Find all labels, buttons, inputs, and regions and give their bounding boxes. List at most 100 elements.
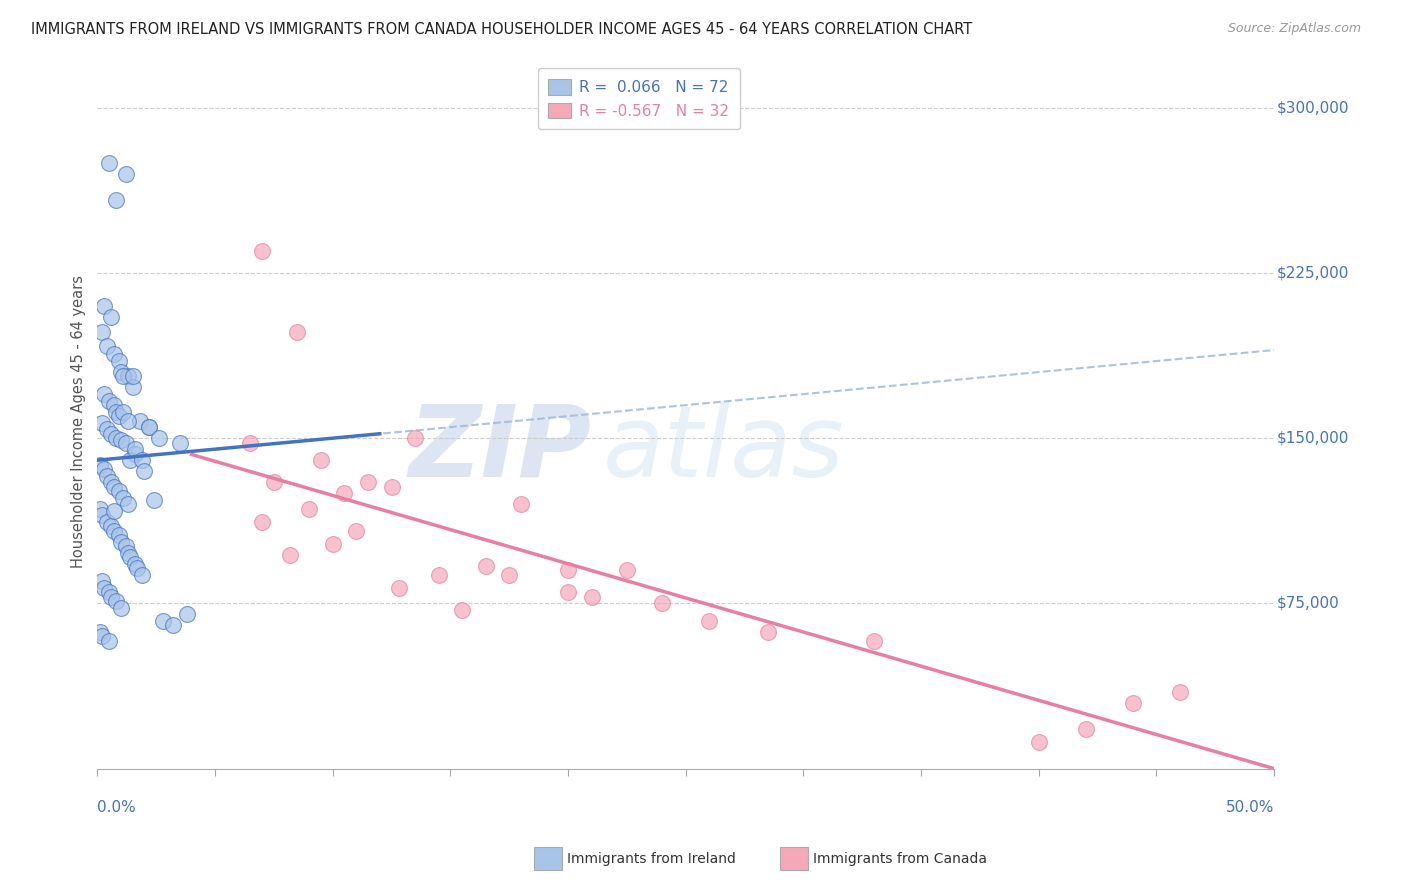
- Point: [131, 567, 153, 582]
- Point: [91, 416, 114, 430]
- Point: [510, 497, 533, 511]
- Point: [142, 492, 165, 507]
- Point: [250, 515, 273, 529]
- Point: [114, 539, 136, 553]
- Point: [1028, 735, 1050, 749]
- Point: [863, 633, 886, 648]
- Point: [93, 462, 115, 476]
- Point: [176, 607, 198, 622]
- Point: [110, 434, 132, 448]
- Point: [89, 625, 111, 640]
- Text: Immigrants from Canada: Immigrants from Canada: [813, 852, 987, 866]
- Point: [298, 501, 321, 516]
- Point: [138, 420, 160, 434]
- Point: [96, 338, 118, 352]
- Text: $300,000: $300,000: [1277, 100, 1348, 115]
- Point: [451, 603, 474, 617]
- Point: [107, 483, 129, 498]
- Point: [309, 453, 332, 467]
- Point: [134, 464, 156, 478]
- Point: [100, 590, 122, 604]
- Point: [107, 409, 129, 424]
- Point: [93, 299, 115, 313]
- Point: [110, 365, 132, 379]
- Point: [250, 244, 273, 258]
- Text: 0.0%: 0.0%: [97, 800, 136, 815]
- Text: 50.0%: 50.0%: [1226, 800, 1274, 815]
- Point: [117, 546, 139, 560]
- Point: [333, 486, 356, 500]
- Point: [263, 475, 285, 490]
- Point: [96, 468, 118, 483]
- Point: [287, 326, 309, 340]
- Point: [1074, 722, 1097, 736]
- Point: [89, 458, 111, 472]
- Point: [121, 380, 143, 394]
- Point: [91, 508, 114, 523]
- Point: [344, 524, 367, 538]
- Point: [105, 594, 128, 608]
- Point: [93, 387, 115, 401]
- Text: $225,000: $225,000: [1277, 266, 1348, 280]
- Point: [124, 442, 146, 457]
- Point: [121, 369, 143, 384]
- Point: [474, 558, 496, 573]
- Point: [107, 528, 129, 542]
- Point: [239, 435, 262, 450]
- Point: [404, 431, 426, 445]
- Point: [98, 633, 121, 648]
- Point: [103, 504, 125, 518]
- Point: [100, 426, 122, 441]
- Point: [162, 618, 184, 632]
- Point: [388, 581, 411, 595]
- Point: [96, 422, 118, 436]
- Point: [581, 590, 603, 604]
- Point: [103, 398, 125, 412]
- Point: [120, 453, 142, 467]
- Point: [100, 519, 122, 533]
- Point: [103, 347, 125, 361]
- Point: [117, 369, 139, 384]
- Point: [557, 585, 579, 599]
- Point: [98, 393, 121, 408]
- Point: [112, 369, 135, 384]
- Point: [148, 431, 170, 445]
- Point: [138, 420, 160, 434]
- Point: [357, 475, 380, 490]
- Point: [117, 413, 139, 427]
- Point: [103, 480, 125, 494]
- Text: Immigrants from Ireland: Immigrants from Ireland: [567, 852, 735, 866]
- Text: ZIP: ZIP: [409, 401, 592, 498]
- Point: [117, 497, 139, 511]
- Point: [105, 431, 128, 445]
- Point: [616, 563, 638, 577]
- Point: [100, 475, 122, 490]
- Point: [128, 413, 150, 427]
- Point: [124, 557, 146, 571]
- Point: [93, 581, 115, 595]
- Point: [110, 534, 132, 549]
- Point: [105, 405, 128, 419]
- Point: [131, 453, 153, 467]
- Point: [697, 614, 720, 628]
- Point: [498, 567, 520, 582]
- Point: [124, 447, 146, 461]
- Point: [103, 524, 125, 538]
- Point: [1168, 684, 1191, 698]
- Point: [107, 354, 129, 368]
- Point: [105, 193, 128, 207]
- Point: [91, 574, 114, 589]
- Point: [114, 167, 136, 181]
- Point: [169, 435, 191, 450]
- Point: [152, 614, 174, 628]
- Point: [98, 155, 121, 169]
- Point: [110, 600, 132, 615]
- Point: [427, 567, 450, 582]
- Point: [91, 326, 114, 340]
- Point: [557, 563, 579, 577]
- Point: [756, 625, 779, 640]
- Point: [280, 548, 302, 562]
- Point: [96, 515, 118, 529]
- Point: [114, 435, 136, 450]
- Point: [112, 491, 135, 505]
